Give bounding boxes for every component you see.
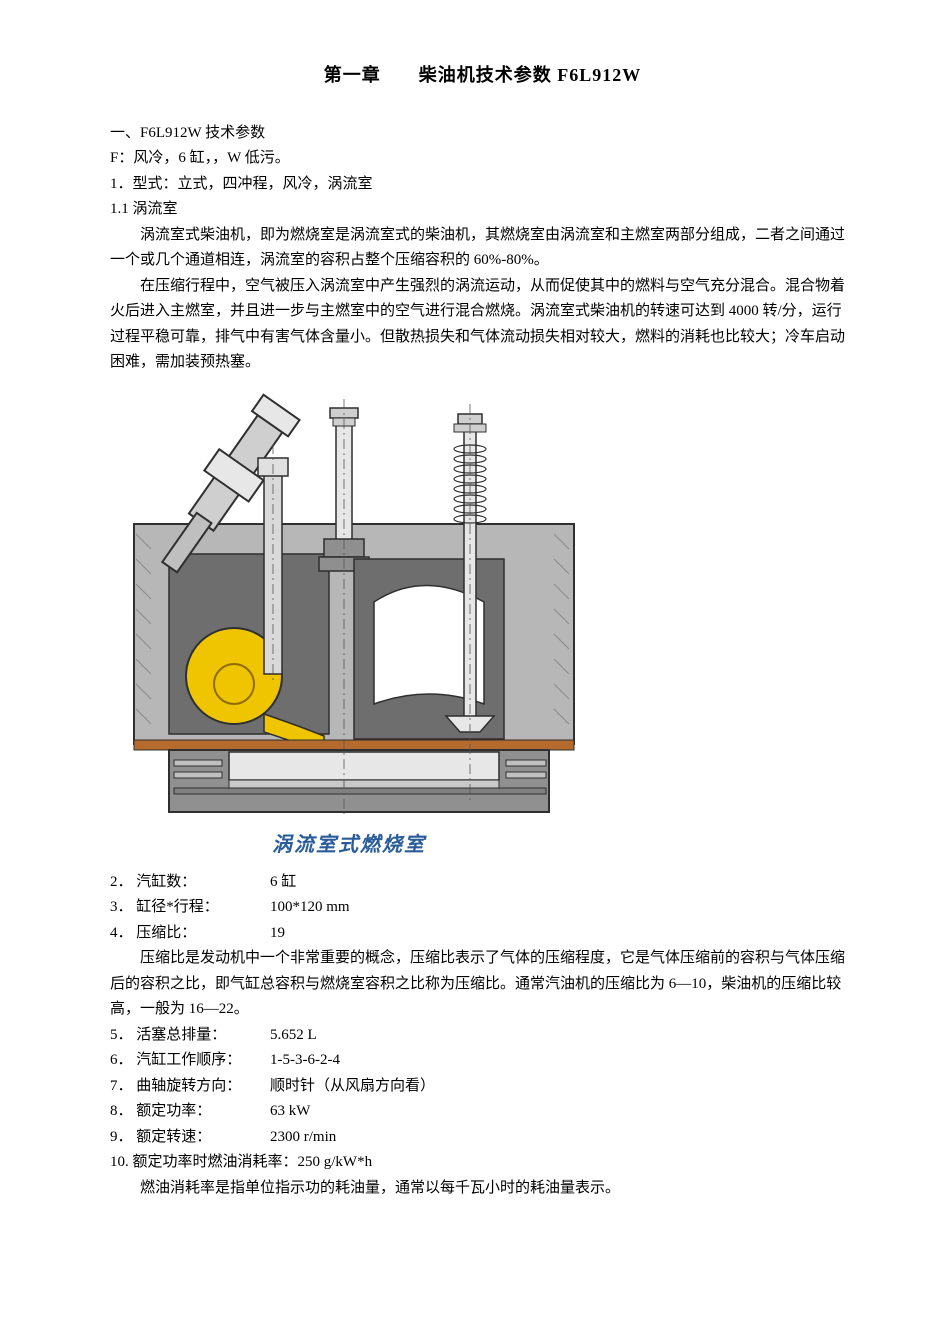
spec-value: 1-5-3-6-2-4 (270, 1052, 340, 1068)
spec-value: 5.652 L (270, 1027, 317, 1043)
spec-value: 100*120 mm (270, 899, 350, 915)
spec-2-cylinders: 2． 汽缸数： 6 缸 (110, 870, 855, 896)
spec-3-bore-stroke: 3． 缸径*行程： 100*120 mm (110, 895, 855, 921)
spec-num: 5． (110, 1027, 133, 1043)
spec-num: 3． (110, 899, 133, 915)
figure-caption: 涡流室式燃烧室 (114, 828, 584, 862)
para-fuel-rate-explain: 燃油消耗率是指单位指示功的耗油量，通常以每千瓦小时的耗油量表示。 (110, 1176, 855, 1202)
spec-5-displacement: 5． 活塞总排量： 5.652 L (110, 1023, 855, 1049)
spec-10-fuel-rate: 10. 额定功率时燃油消耗率：250 g/kW*h (110, 1150, 855, 1176)
spec-value: 63 kW (270, 1103, 310, 1119)
spec-value: 19 (270, 925, 285, 941)
spec-label: 压缩比： (136, 921, 266, 947)
spec-label: 额定功率： (136, 1099, 266, 1125)
para-swirl-def: 涡流室式柴油机，即为燃烧室是涡流室式的柴油机，其燃烧室由涡流室和主燃室两部分组成… (110, 223, 855, 274)
spec-num: 9． (110, 1129, 133, 1145)
subhead-1-1: 1.1 涡流室 (110, 197, 855, 223)
para-compression-explain: 压缩比是发动机中一个非常重要的概念，压缩比表示了气体的压缩程度，它是气体压缩前的… (110, 946, 855, 1023)
swirl-chamber-figure: 涡流室式燃烧室 (114, 384, 584, 862)
spec-label: 汽缸工作顺序： (136, 1048, 266, 1074)
spec-label: 活塞总排量： (136, 1023, 266, 1049)
spec-label: 缸径*行程： (136, 895, 266, 921)
spec-label: 汽缸数： (136, 870, 266, 896)
swirl-chamber-diagram (114, 384, 584, 824)
spec-num: 4． (110, 925, 133, 941)
spec-value: 顺时针（从风扇方向看） (270, 1078, 435, 1094)
spec-value: 2300 r/min (270, 1129, 336, 1145)
spec-num: 7． (110, 1078, 133, 1094)
spec-9-rated-speed: 9． 额定转速： 2300 r/min (110, 1125, 855, 1151)
spec-label: 额定转速： (136, 1125, 266, 1151)
spec-1-type: 1．型式：立式，四冲程，风冷，涡流室 (110, 172, 855, 198)
section-1-heading: 一、F6L912W 技术参数 (110, 121, 855, 147)
spec-num: 6． (110, 1052, 133, 1068)
code-explain: F：风冷，6 缸，，W 低污。 (110, 146, 855, 172)
spec-8-rated-power: 8． 额定功率： 63 kW (110, 1099, 855, 1125)
page-title: 第一章 柴油机技术参数 F6L912W (110, 60, 855, 91)
spec-4-compression: 4． 压缩比： 19 (110, 921, 855, 947)
spec-num: 8． (110, 1103, 133, 1119)
spec-6-firing-order: 6． 汽缸工作顺序： 1-5-3-6-2-4 (110, 1048, 855, 1074)
spec-label: 曲轴旋转方向： (136, 1074, 266, 1100)
spec-value: 6 缸 (270, 874, 296, 890)
para-swirl-detail: 在压缩行程中，空气被压入涡流室中产生强烈的涡流运动，从而促使其中的燃料与空气充分… (110, 274, 855, 376)
spec-7-rotation: 7． 曲轴旋转方向： 顺时针（从风扇方向看） (110, 1074, 855, 1100)
spec-num: 2． (110, 874, 133, 890)
